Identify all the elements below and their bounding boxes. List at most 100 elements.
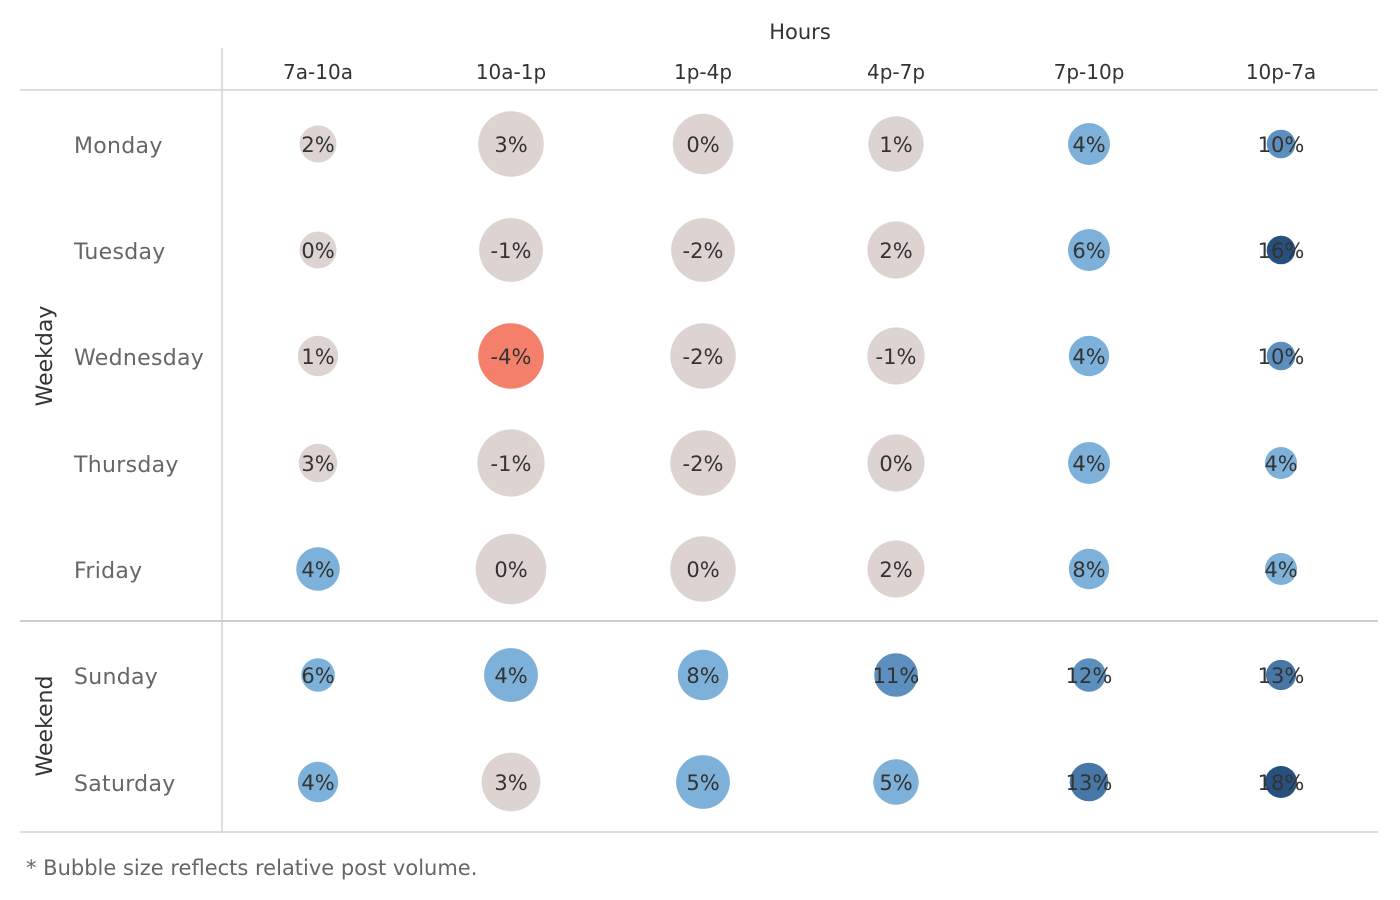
value-labels: 2% 3% 0% 1% 4% 10% 0% -1% -2% 2% 6% 16% 1% -4% -2% -1% 4… [301,133,1304,795]
bubble [479,218,543,282]
bubble-value-label: 0% [686,133,719,157]
bubble-value-label: 10% [1258,345,1305,369]
bubble [867,434,925,492]
bubble-value-label: 0% [301,239,334,263]
bubble [1265,447,1297,479]
footnote: * Bubble size reflects relative post vol… [26,856,477,880]
bubble-value-label: 4% [494,664,527,688]
bubble-value-label: 4% [1072,452,1105,476]
bubble [478,323,544,389]
column-label: 7a-10a [283,60,353,84]
bubble [672,113,734,175]
bubble-value-label: 3% [494,133,527,157]
bubble [874,653,918,697]
bubble-value-label: 3% [301,452,334,476]
bubbles [296,111,1297,812]
bubble [868,116,924,172]
bubble-value-label: 13% [1258,664,1305,688]
bubble-value-label: 4% [1072,345,1105,369]
bubble-value-label: -4% [491,345,532,369]
bubble-value-label: 4% [1072,133,1105,157]
bubble-value-label: 8% [686,664,719,688]
bubble-value-label: 18% [1258,771,1305,795]
bubble [1265,659,1297,691]
bubble-value-label: 2% [879,239,912,263]
bubble [671,218,735,282]
bubble [296,547,340,591]
bubble [1265,553,1297,585]
bubble-value-label: 4% [1264,452,1297,476]
bubble-value-label: 16% [1258,239,1305,263]
group-labels: Weekday Weekend [33,306,58,777]
bubble-value-label: 5% [686,771,719,795]
bubble-value-label: 3% [494,771,527,795]
group-label: Weekday [33,306,58,407]
column-labels: 7a-10a 10a-1p 1p-4p 4p-7p 7p-10p 10p-7a [283,60,1316,84]
bubble-value-label: -1% [876,345,917,369]
bubble-value-label: 10% [1258,133,1305,157]
bubble-value-label: 13% [1066,771,1113,795]
row-label: Thursday [73,453,179,478]
bubble [1068,548,1110,590]
bubble [1072,658,1106,692]
bubble [867,540,925,598]
bubble [867,221,925,279]
row-label: Saturday [74,772,176,797]
bubble-value-label: 1% [301,345,334,369]
grid-rules [20,48,1378,833]
bubble-value-label: 4% [301,771,334,795]
bubble-value-label: 6% [301,664,334,688]
row-label: Wednesday [74,346,204,371]
bubble [670,536,736,602]
bubble [677,649,729,701]
row-label: Monday [74,134,163,159]
bubble-value-label: 0% [686,558,719,582]
bubble [301,658,335,692]
bubble [1069,762,1109,802]
bubble-value-label: 0% [494,558,527,582]
column-label: 7p-10p [1054,60,1125,84]
bubble [670,323,736,389]
row-label: Friday [74,559,142,584]
bubble [1068,229,1110,271]
bubble [1266,129,1296,159]
bubble-value-label: -2% [683,239,724,263]
bubble [1068,442,1110,484]
bubble-value-label: -2% [683,452,724,476]
bubble-value-label: 12% [1066,664,1113,688]
bubble [298,443,338,483]
bubble [867,327,925,385]
bubble-value-label: -1% [491,452,532,476]
bubble-value-label: 5% [879,771,912,795]
column-label: 10p-7a [1246,60,1316,84]
bubble-value-label: 4% [1264,558,1297,582]
bubble [481,752,541,812]
bubble [299,125,337,163]
bubble [297,335,339,377]
bubble-value-label: 1% [879,133,912,157]
row-label: Sunday [74,665,158,690]
column-label: 10a-1p [476,60,546,84]
bubble-value-label: -1% [491,239,532,263]
bubble [484,648,538,702]
bubble-value-label: 6% [1072,239,1105,263]
bubble [1068,335,1110,377]
row-labels: Monday Tuesday Wednesday Thursday Friday Sund… [73,134,204,797]
bubble-value-label: 2% [879,558,912,582]
bubble [297,761,339,803]
column-label: 4p-7p [867,60,925,84]
bubble-value-label: -2% [683,345,724,369]
bubble [873,759,919,805]
bubble [1068,123,1110,165]
bubble [676,755,730,809]
bubble [1265,766,1297,798]
group-label: Weekend [33,676,58,777]
bubble [670,430,736,496]
bubble [478,111,544,177]
column-header-title: Hours [769,20,831,44]
bubble-value-label: 0% [879,452,912,476]
bubble-value-label: 8% [1072,558,1105,582]
bubble [475,533,547,605]
bubble-value-label: 2% [301,133,334,157]
